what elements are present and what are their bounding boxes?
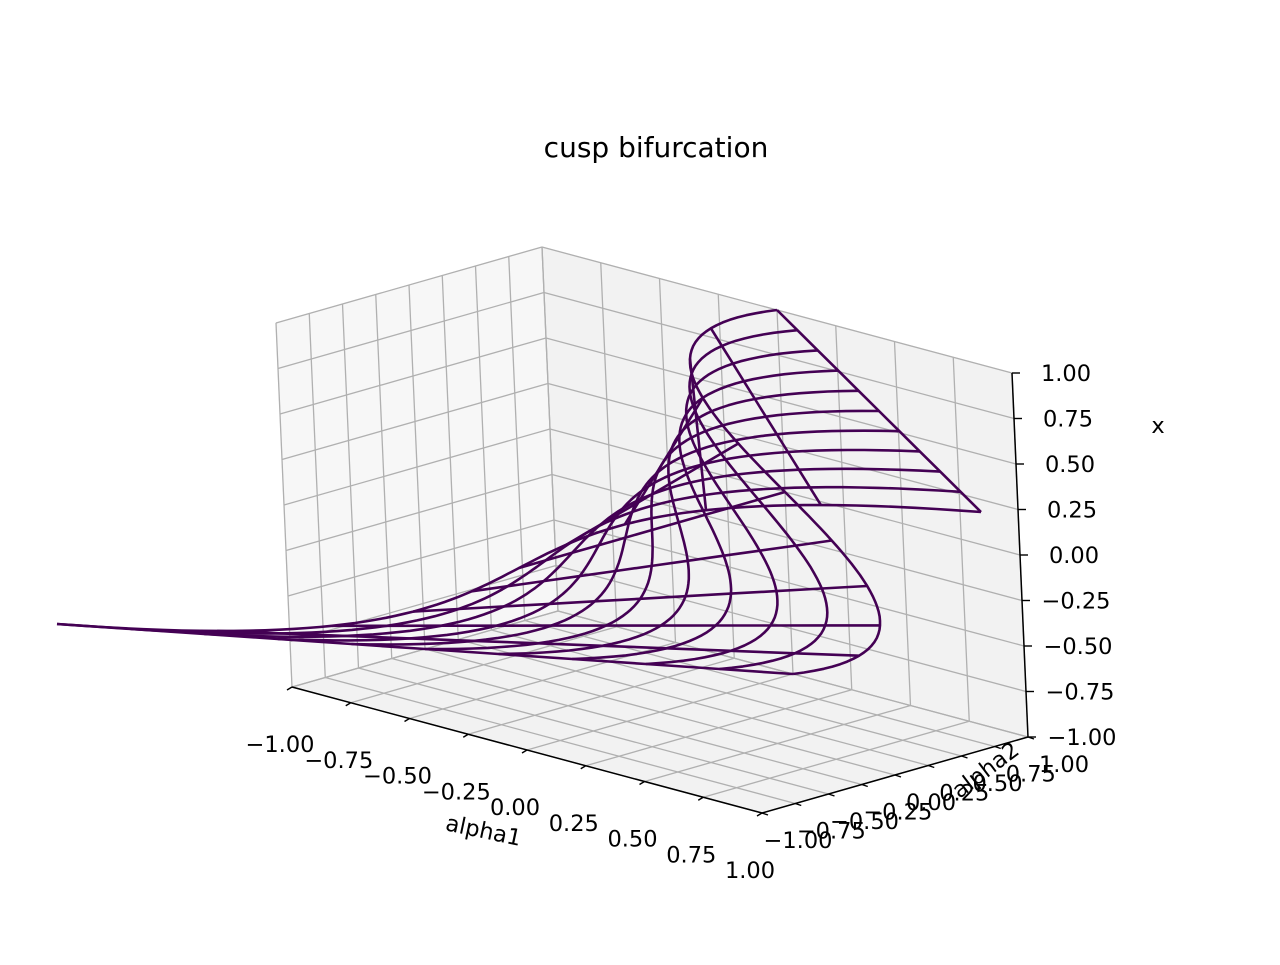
y-tick [962, 756, 968, 758]
z-tick-label: 1.00 [1041, 361, 1091, 387]
chart-title: cusp bifurcation [544, 131, 769, 164]
z-tick-label: −0.25 [1042, 589, 1111, 615]
x-tick [522, 750, 527, 753]
y-tick [795, 804, 801, 806]
y-tick [862, 785, 868, 787]
y-tick [829, 794, 835, 796]
z-axis-label: x [1151, 413, 1164, 439]
x-tick [640, 782, 645, 785]
x-tick-label: −0.25 [422, 779, 491, 805]
x-tick-label: 1.00 [725, 858, 775, 884]
x-tick-label: 0.75 [666, 842, 716, 868]
x-tick-label: 0.00 [490, 795, 540, 821]
z-tick-label: −1.00 [1048, 725, 1117, 751]
x-tick-label: 0.50 [607, 827, 657, 853]
z-tick-label: 0.50 [1045, 452, 1095, 478]
z-tick-label: −0.75 [1046, 680, 1115, 706]
x-tick [405, 719, 410, 722]
x-tick [757, 813, 762, 816]
z-tick-label: 0.00 [1049, 543, 1099, 569]
y-tick [762, 813, 768, 815]
y-tick [895, 775, 901, 777]
x-tick [698, 797, 703, 800]
x-tick [346, 703, 351, 706]
z-tick-label: 0.75 [1043, 407, 1093, 433]
x-tick [581, 766, 586, 769]
x-tick-label: 0.25 [549, 811, 599, 837]
x-tick [287, 687, 292, 690]
x-tick [463, 734, 468, 737]
z-tick-label: 0.25 [1047, 498, 1097, 524]
z-tick-label: −0.50 [1044, 634, 1113, 660]
y-tick [928, 766, 934, 768]
y-tick-label: 1.00 [1039, 752, 1089, 778]
